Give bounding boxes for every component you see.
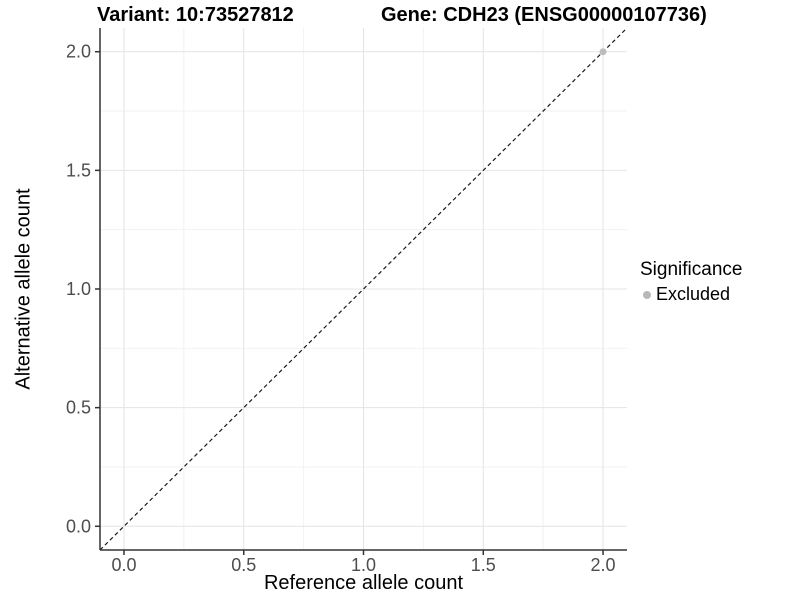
legend-item-label: Excluded xyxy=(656,284,731,304)
plot-title-gene: Gene: CDH23 (ENSG00000107736) xyxy=(381,4,707,26)
legend: Significance Excluded xyxy=(640,259,742,305)
identity-dashed-line xyxy=(99,27,628,551)
data-point xyxy=(599,48,607,56)
x-axis-title: Reference allele count xyxy=(263,572,463,594)
y-tick-label: 2.0 xyxy=(66,42,91,62)
y-axis-title: Alternative allele count xyxy=(12,188,35,390)
x-tick-label: 1.5 xyxy=(471,555,496,575)
y-tick-label: 1.0 xyxy=(66,279,91,299)
legend-title: Significance xyxy=(640,259,743,280)
legend-point-swatch xyxy=(643,290,651,299)
y-tick-label: 0.0 xyxy=(66,516,91,536)
x-tick-label: 2.0 xyxy=(591,555,616,575)
legend-item-excluded: Excluded xyxy=(640,284,742,305)
x-tick-label: 1.0 xyxy=(351,555,376,575)
x-tick-label: 0.0 xyxy=(111,555,136,575)
x-tick-label: 0.5 xyxy=(231,555,256,575)
y-tick-label: 0.5 xyxy=(66,398,91,418)
y-tick-label: 1.5 xyxy=(66,160,91,180)
plot-title-variant: Variant: 10:73527812 xyxy=(97,4,294,26)
